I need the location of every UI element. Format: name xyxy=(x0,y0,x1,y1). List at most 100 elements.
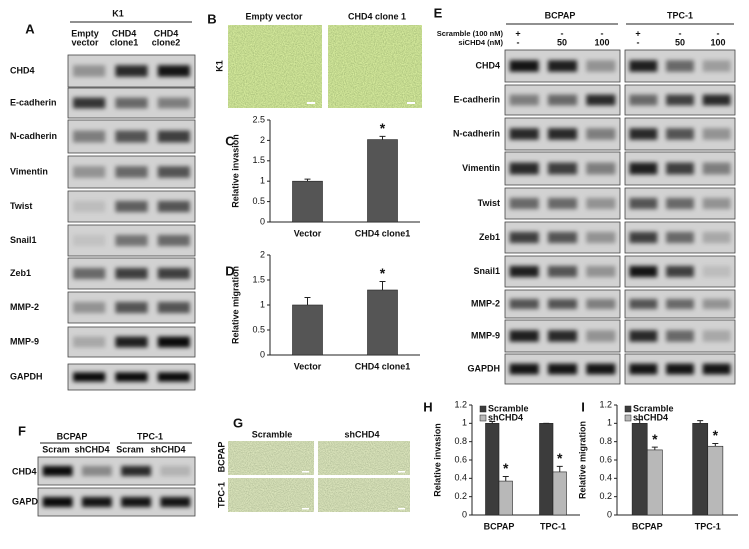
band xyxy=(547,231,578,244)
scale-bar xyxy=(302,471,309,473)
band xyxy=(115,372,148,382)
band xyxy=(629,265,658,278)
error-bar xyxy=(651,446,658,450)
column-header: shCHD4 xyxy=(74,444,109,454)
condition-label: Scramble (100 nM) xyxy=(437,29,504,38)
band xyxy=(629,197,658,210)
y-tick-label: 0.4 xyxy=(454,473,467,483)
error-bar xyxy=(556,465,563,472)
band xyxy=(115,97,148,109)
band xyxy=(509,128,539,140)
condition-value: - xyxy=(679,28,682,38)
row-label: E-cadherin xyxy=(10,97,57,107)
condition-value: - xyxy=(601,28,604,38)
y-tick-label: 1.2 xyxy=(599,399,612,409)
bar xyxy=(292,304,323,356)
x-tick-label: BCPAP xyxy=(484,521,515,531)
band xyxy=(547,330,578,342)
panel-label: B xyxy=(207,11,216,26)
row-label: Snail1 xyxy=(10,235,37,245)
band xyxy=(666,231,694,244)
row-label: Twist xyxy=(10,201,32,211)
legend-swatch xyxy=(479,414,487,422)
band xyxy=(586,298,616,310)
column-header: vector xyxy=(71,37,99,47)
row-label: Zeb1 xyxy=(10,268,31,278)
band xyxy=(666,265,694,278)
condition-value: + xyxy=(635,28,640,38)
y-tick-label: 0.5 xyxy=(252,324,265,334)
row-label: N-cadherin xyxy=(453,128,500,138)
y-tick-label: 1.5 xyxy=(252,274,265,284)
band xyxy=(73,267,106,280)
band xyxy=(157,130,190,143)
error-bar xyxy=(304,178,311,182)
bar xyxy=(646,449,663,516)
scale-bar xyxy=(307,102,315,104)
band xyxy=(629,94,658,106)
panel-label: C xyxy=(225,133,235,148)
y-tick-label: 0 xyxy=(462,509,467,519)
y-tick-label: 0.2 xyxy=(599,491,612,501)
condition-value: 100 xyxy=(710,37,725,47)
bar xyxy=(707,445,724,516)
band xyxy=(547,128,578,140)
significance-mark: * xyxy=(713,427,719,443)
y-axis-label: Relative migration xyxy=(230,266,240,344)
band xyxy=(702,128,731,140)
band xyxy=(157,97,190,109)
band xyxy=(702,363,731,375)
column-header: Empty xyxy=(71,28,99,38)
row-label: MMP-9 xyxy=(471,330,500,340)
group-title: TPC-1 xyxy=(667,10,693,20)
panel-label: D xyxy=(225,263,234,278)
band xyxy=(629,60,658,72)
band xyxy=(702,330,731,342)
group-title: TPC-1 xyxy=(137,431,163,441)
column-header: shCHD4 xyxy=(344,429,379,439)
column-header: Scram xyxy=(116,444,144,454)
row-label: Vimentin xyxy=(462,163,500,173)
band xyxy=(509,94,539,106)
band xyxy=(115,130,148,143)
band xyxy=(666,298,694,310)
condition-value: - xyxy=(561,28,564,38)
row-label: MMP-9 xyxy=(10,336,39,346)
band xyxy=(509,265,539,278)
micrograph xyxy=(318,441,410,475)
band xyxy=(81,465,112,477)
band xyxy=(73,97,106,109)
y-tick-label: 1 xyxy=(462,418,467,428)
band xyxy=(157,301,190,314)
row-label: K1 xyxy=(214,60,224,72)
significance-mark: * xyxy=(557,450,563,466)
band xyxy=(629,363,658,375)
band xyxy=(42,465,73,477)
column-header: clone2 xyxy=(152,37,181,47)
bar xyxy=(631,423,648,516)
band xyxy=(115,336,148,348)
x-tick-label: Vector xyxy=(294,228,322,238)
bar xyxy=(485,423,500,516)
band xyxy=(586,94,616,106)
row-label: E-cadherin xyxy=(453,94,500,104)
y-tick-label: 1 xyxy=(607,418,612,428)
x-tick-label: TPC-1 xyxy=(540,521,566,531)
panel-label: G xyxy=(233,415,243,430)
y-tick-label: 0.8 xyxy=(454,436,467,446)
micrograph xyxy=(228,478,314,512)
column-header: clone1 xyxy=(110,37,139,47)
row-label: BCPAP xyxy=(216,442,226,473)
x-tick-label: BCPAP xyxy=(632,521,663,531)
error-bar xyxy=(636,419,643,424)
band xyxy=(509,60,539,72)
y-tick-label: 0.4 xyxy=(599,473,612,483)
band xyxy=(73,200,106,213)
panel-label: I xyxy=(581,399,585,414)
y-tick-label: 1 xyxy=(260,176,265,186)
condition-label: siCHD4 (nM) xyxy=(458,38,503,47)
column-header: CHD4 xyxy=(154,28,179,38)
band xyxy=(73,234,106,247)
row-label: GAPDH xyxy=(10,371,43,381)
scale-bar xyxy=(398,508,405,510)
